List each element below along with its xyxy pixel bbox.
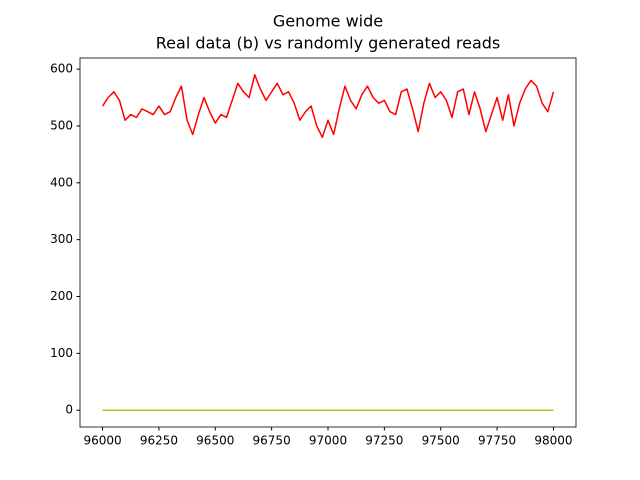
x-tick-label: 97250 [365, 434, 403, 448]
y-tick-label: 200 [50, 289, 73, 303]
x-tick-label: 96750 [253, 434, 291, 448]
x-tick-label: 97750 [478, 434, 516, 448]
x-tick-label: 98000 [534, 434, 572, 448]
y-tick-label: 300 [50, 232, 73, 246]
y-tick-label: 400 [50, 175, 73, 189]
y-tick-label: 100 [50, 346, 73, 360]
x-tick-label: 96000 [83, 434, 121, 448]
chart-subtitle: Real data (b) vs randomly generated read… [156, 34, 500, 53]
x-tick-label: 96250 [140, 434, 178, 448]
x-tick-label: 96500 [196, 434, 234, 448]
x-tick-label: 97500 [422, 434, 460, 448]
y-tick-label: 0 [65, 403, 73, 417]
y-tick-label: 500 [50, 118, 73, 132]
x-tick-label: 97000 [309, 434, 347, 448]
plot-frame [79, 57, 577, 428]
y-tick-label: 600 [50, 62, 73, 76]
chart-title: Genome wide [273, 12, 383, 31]
series-line [101, 74, 555, 139]
